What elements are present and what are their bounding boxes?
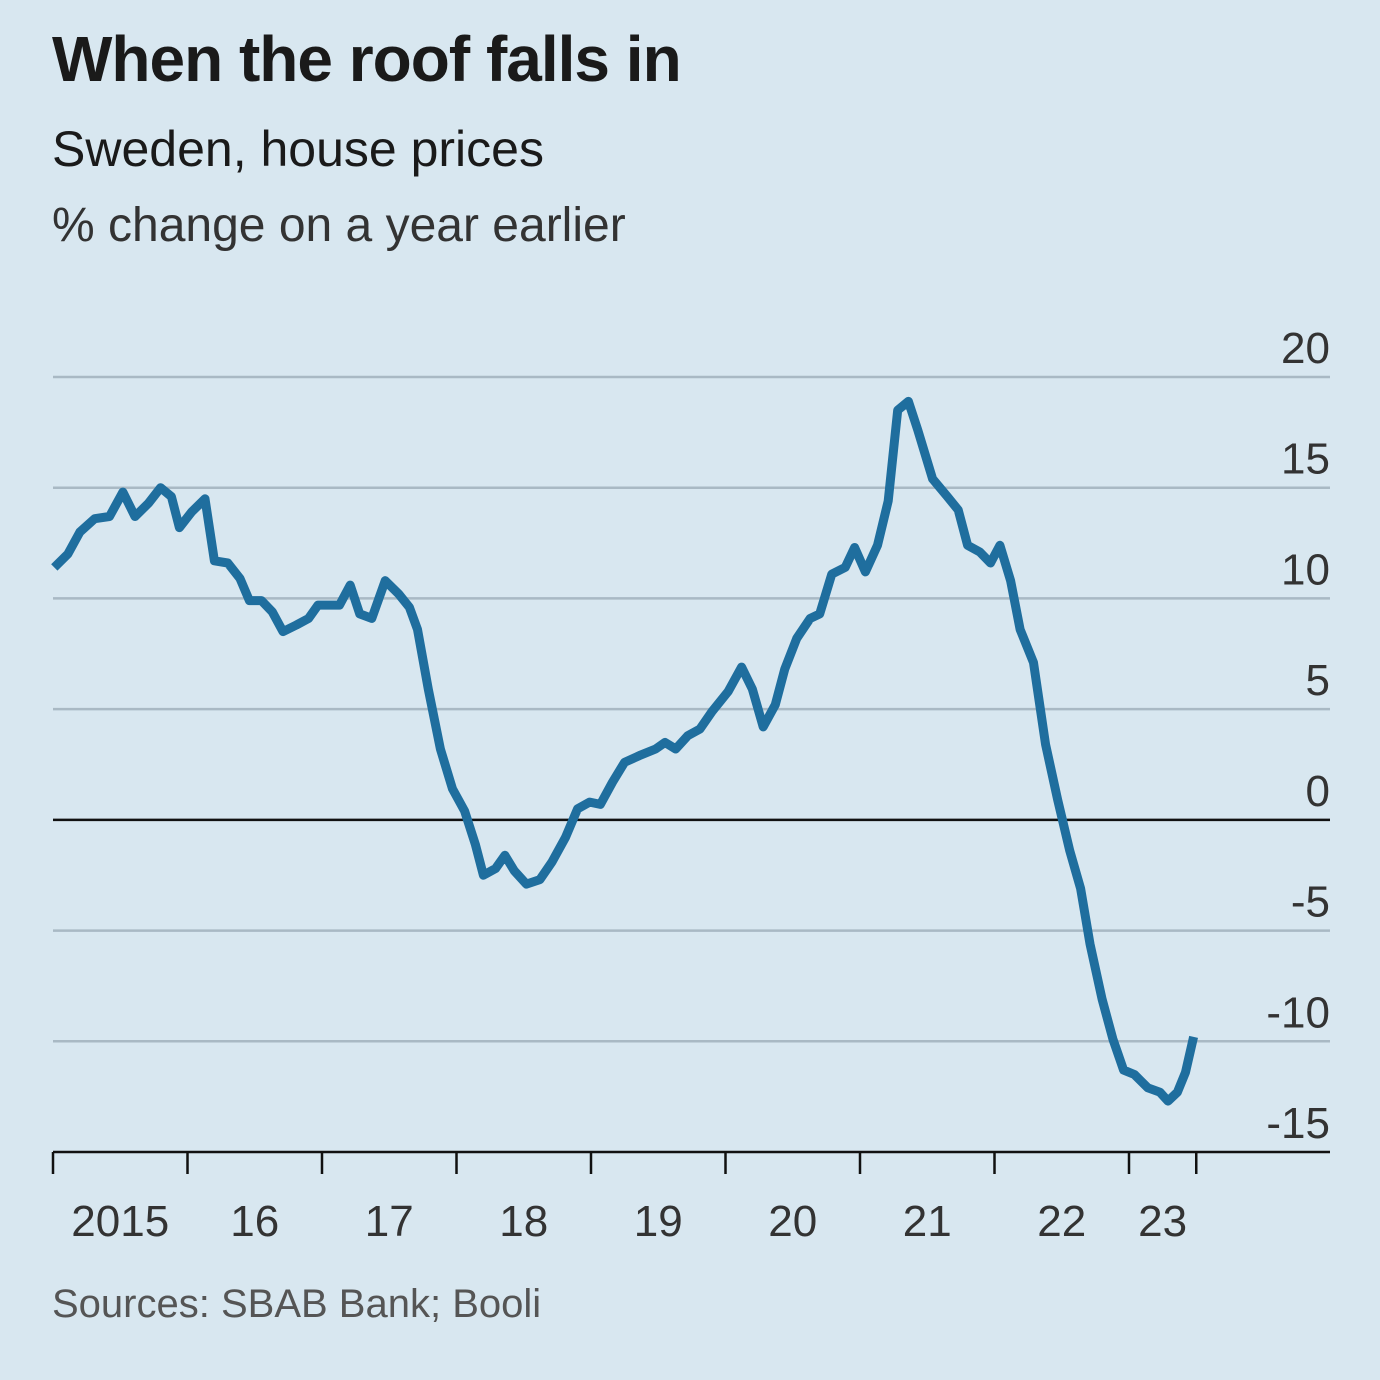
y-tick-label: 20 bbox=[1281, 324, 1330, 373]
series-line bbox=[51, 396, 1198, 1106]
x-tick-label: 21 bbox=[903, 1197, 952, 1246]
y-tick-label: 10 bbox=[1281, 545, 1330, 594]
y-tick-label: -15 bbox=[1266, 1099, 1330, 1148]
x-tick-label: 19 bbox=[634, 1197, 683, 1246]
x-tick-label: 20 bbox=[768, 1197, 817, 1246]
source-note: Sources: SBAB Bank; Booli bbox=[52, 1282, 542, 1326]
y-tick-label: -10 bbox=[1266, 988, 1330, 1037]
x-tick-label: 17 bbox=[365, 1197, 414, 1246]
y-tick-label: 15 bbox=[1281, 435, 1330, 484]
x-tick-label: 22 bbox=[1037, 1197, 1086, 1246]
x-tick-label: 18 bbox=[499, 1197, 548, 1246]
y-tick-label: -5 bbox=[1291, 878, 1330, 927]
chart-title: When the roof falls in bbox=[52, 23, 682, 95]
x-tick-label: 16 bbox=[230, 1197, 279, 1246]
chart-subtitle: Sweden, house prices bbox=[52, 121, 544, 177]
y-axis-label: % change on a year earlier bbox=[52, 199, 626, 252]
x-tick-label: 2015 bbox=[71, 1197, 169, 1246]
y-tick-label: 5 bbox=[1306, 656, 1330, 705]
y-tick-label: 0 bbox=[1306, 767, 1330, 816]
x-tick-label: 23 bbox=[1138, 1197, 1187, 1246]
